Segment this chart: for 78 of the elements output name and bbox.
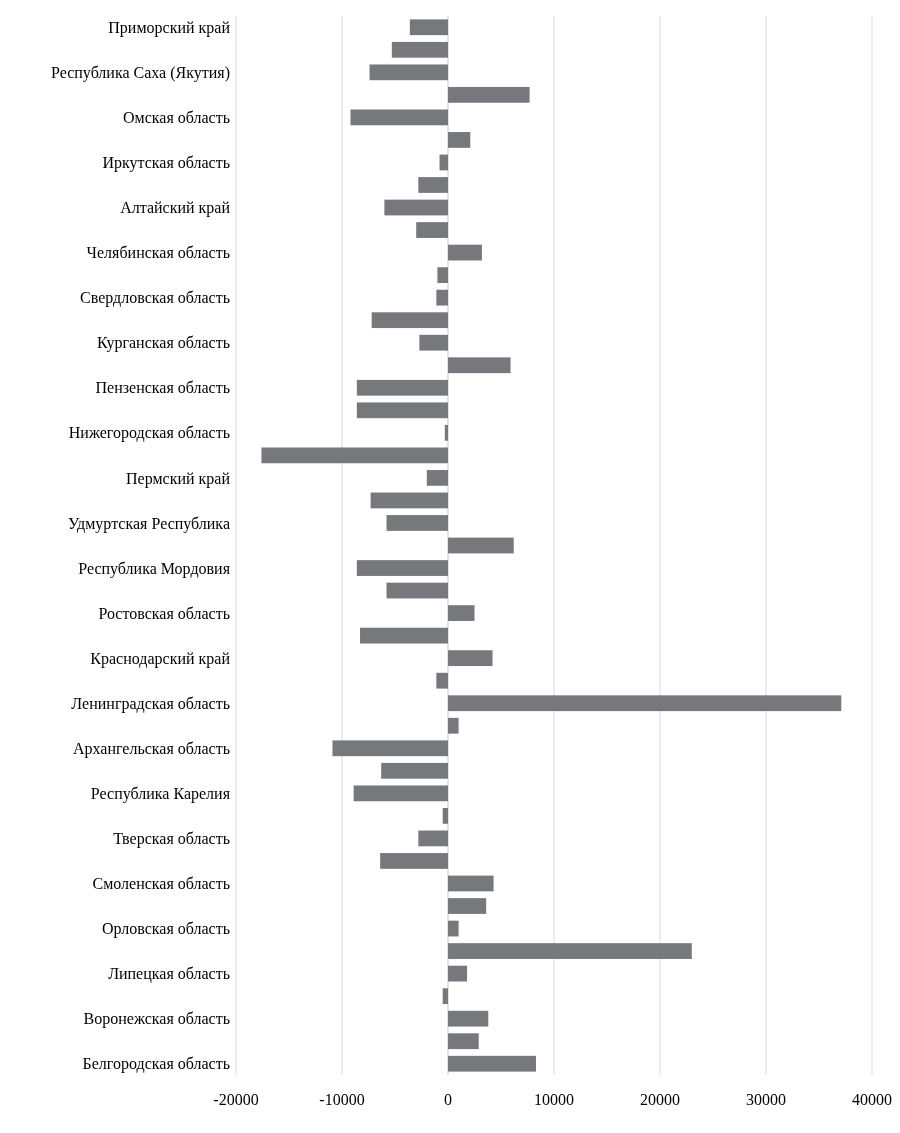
x-tick-label: -10000 bbox=[319, 1091, 365, 1108]
bar bbox=[419, 334, 448, 351]
bar bbox=[448, 537, 514, 554]
bar bbox=[370, 492, 448, 509]
y-tick-label: Пензенская область bbox=[95, 379, 230, 397]
bar bbox=[448, 695, 842, 712]
bar bbox=[426, 470, 448, 486]
y-tick-label: Ленинградская область bbox=[71, 694, 230, 713]
bar bbox=[448, 1033, 479, 1050]
y-tick-label: Республика Саха (Якутия) bbox=[50, 63, 230, 82]
bar bbox=[439, 154, 448, 171]
bar bbox=[448, 244, 482, 261]
bar bbox=[448, 875, 494, 892]
x-tick-label: 40000 bbox=[852, 1091, 892, 1108]
bar bbox=[356, 379, 448, 396]
x-tick-label: 0 bbox=[444, 1091, 452, 1108]
y-tick-label: Воронежская область bbox=[83, 1010, 230, 1029]
bar bbox=[391, 41, 448, 58]
bar bbox=[448, 943, 692, 959]
bar bbox=[418, 177, 448, 193]
bar bbox=[384, 199, 448, 216]
y-tick-label: Нижегородская область bbox=[68, 424, 230, 443]
bar bbox=[356, 402, 448, 419]
bar bbox=[448, 605, 475, 621]
y-tick-label: Свердловская область bbox=[80, 289, 230, 308]
bar bbox=[448, 132, 471, 148]
bar bbox=[356, 560, 448, 576]
bar bbox=[436, 289, 448, 306]
y-tick-label: Тверская область bbox=[113, 830, 230, 849]
bar bbox=[448, 898, 487, 914]
y-tick-label: Приморский край bbox=[108, 18, 231, 37]
y-tick-label: Орловская область bbox=[101, 920, 230, 939]
y-tick-label: Удмуртская Республика bbox=[68, 514, 230, 533]
bar bbox=[360, 627, 448, 644]
x-tick-label: -20000 bbox=[213, 1091, 259, 1108]
bar bbox=[371, 312, 448, 329]
bar bbox=[448, 717, 459, 734]
bar bbox=[436, 672, 448, 689]
bar bbox=[350, 109, 448, 126]
bar bbox=[437, 267, 448, 283]
bar bbox=[409, 19, 448, 36]
y-tick-label: Архангельская область bbox=[72, 739, 230, 758]
bar bbox=[448, 1010, 489, 1027]
bar bbox=[442, 988, 448, 1005]
bar bbox=[448, 86, 530, 103]
y-tick-label: Омская область bbox=[123, 108, 230, 126]
bar bbox=[442, 808, 448, 824]
bar bbox=[386, 582, 448, 599]
y-tick-label: Республика Мордовия bbox=[78, 559, 231, 578]
bar bbox=[369, 64, 448, 81]
x-tick-label: 10000 bbox=[534, 1091, 574, 1108]
x-tick-label: 20000 bbox=[640, 1091, 680, 1108]
y-tick-label: Смоленская область bbox=[92, 875, 230, 893]
bar bbox=[261, 447, 448, 464]
y-tick-label: Липецкая область bbox=[108, 965, 230, 984]
bar bbox=[386, 515, 448, 531]
bar bbox=[418, 830, 448, 847]
bar bbox=[332, 740, 448, 757]
y-tick-label: Республика Карелия bbox=[90, 784, 231, 803]
y-tick-label: Ростовская область bbox=[98, 604, 230, 622]
bar bbox=[381, 762, 448, 779]
y-tick-label: Алтайский край bbox=[120, 199, 231, 218]
bar bbox=[380, 853, 448, 869]
bar bbox=[353, 785, 448, 802]
y-tick-label: Краснодарский край bbox=[90, 649, 231, 668]
y-tick-label: Белгородская область bbox=[82, 1055, 230, 1074]
bar bbox=[448, 650, 493, 667]
bar bbox=[448, 1055, 536, 1072]
bar bbox=[448, 965, 468, 982]
bar bbox=[448, 920, 459, 937]
bar bbox=[444, 424, 448, 441]
y-tick-label: Челябинская область bbox=[86, 244, 230, 262]
x-tick-label: 30000 bbox=[746, 1091, 786, 1108]
y-tick-label: Иркутская область bbox=[102, 154, 230, 173]
y-tick-label: Курганская область bbox=[96, 334, 230, 353]
bar bbox=[448, 357, 511, 374]
y-tick-label: Пермский край bbox=[126, 469, 231, 488]
bar bbox=[416, 222, 448, 238]
